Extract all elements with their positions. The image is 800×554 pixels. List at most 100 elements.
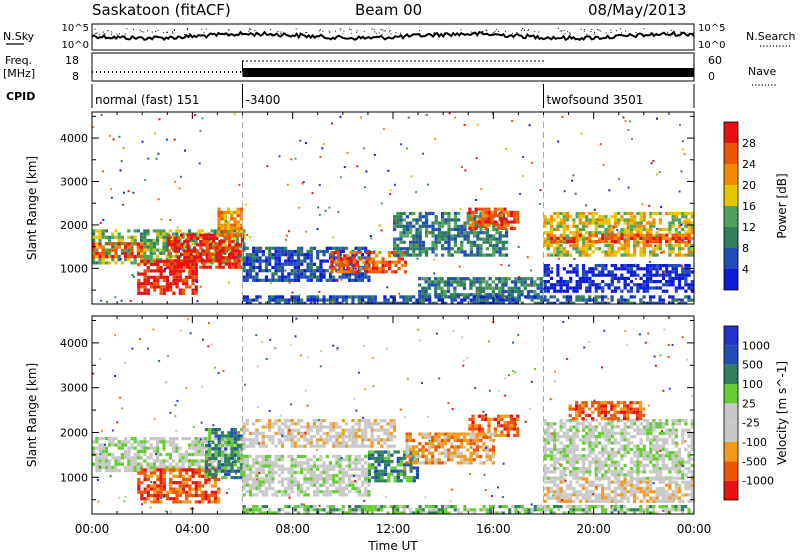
heatmap-cell [127,235,131,239]
heatmap-cell [367,456,372,460]
heatmap-cell [453,289,457,294]
heatmap-cell [183,252,187,256]
heatmap-cell [373,419,377,423]
heatmap-cell [236,235,240,239]
heatmap-cell [186,252,190,256]
heatmap-cell [482,240,486,244]
nsearch-point [95,33,97,34]
heatmap-cell [101,456,105,460]
heatmap-cell [303,454,307,459]
heatmap-cell [553,211,557,216]
heatmap-cell [399,253,403,257]
heatmap-cell [156,490,160,494]
nsearch-point [126,28,128,30]
heatmap-cell [293,461,297,465]
nsearch-point [94,28,96,30]
heatmap-cell [240,428,244,432]
heatmap-cell [274,256,278,260]
heatmap-cell [220,437,225,441]
heatmap-cell [98,251,102,256]
heatmap-cell [367,453,372,457]
heatmap-cell [565,280,570,284]
heatmap-cell [444,231,448,235]
heatmap-cell [641,203,644,206]
heatmap-cell [418,227,422,232]
heatmap-cell [130,238,134,243]
nsearch-point [302,33,304,35]
heatmap-cell [434,301,438,304]
heatmap-cell [227,453,231,457]
heatmap-cell [668,247,672,251]
heatmap-cell [245,428,249,432]
heatmap-cell [393,250,397,254]
heatmap-cell [351,438,355,442]
heatmap-cell [495,301,499,304]
heatmap-cell [114,459,118,463]
heatmap-cell [540,301,544,304]
heatmap-cell [124,443,128,447]
heatmap-cell [176,226,179,229]
heatmap-cell [437,237,441,241]
heatmap-cell [677,247,682,251]
heatmap-cell [130,251,134,256]
heatmap-cell [217,434,221,438]
heatmap-cell [620,215,624,219]
heatmap-cell [172,440,176,444]
heatmap-cell [159,474,163,478]
nsearch-point [351,32,353,34]
heatmap-cell [671,267,675,271]
heatmap-cell [242,474,246,478]
heatmap-cell [375,254,379,258]
heatmap-cell [613,250,618,254]
heatmap-cell [487,217,491,221]
heatmap-cell [359,270,362,273]
heatmap-cell [484,226,488,230]
heatmap-cell [328,246,333,250]
heatmap-cell [293,269,297,273]
heatmap-cell [346,263,350,267]
nsearch-point [583,29,585,30]
heatmap-cell [227,210,231,214]
heatmap-cell [95,453,99,457]
heatmap-cell [296,272,301,276]
heatmap-cell [360,278,365,282]
heatmap-cell [687,211,691,216]
heatmap-cell [188,465,192,469]
heatmap-cell [466,211,470,216]
heatmap-cell [491,280,495,284]
heatmap-cell [268,435,272,439]
heatmap-cell [553,240,557,244]
heatmap-cell [101,446,105,450]
heatmap-cell [636,237,640,241]
heatmap-cell [245,467,249,471]
heatmap-cell [196,252,200,256]
heatmap-cell [655,267,659,271]
heatmap-cell [248,467,253,471]
heatmap-cell [494,277,499,281]
heatmap-cell [114,255,118,259]
heatmap-cell [165,242,169,246]
heatmap-cell [476,250,480,254]
heatmap-cell [332,444,336,448]
heatmap-cell [104,251,108,255]
heatmap-cell [687,224,691,228]
heatmap-cell [194,266,198,270]
heatmap-cell [98,258,102,262]
heatmap-cell [501,253,505,257]
heatmap-cell [338,467,342,471]
heatmap-cell [303,467,307,471]
heatmap-cell [168,440,172,444]
heatmap-cell [153,278,157,283]
heatmap-cell [149,462,153,466]
heatmap-cell [409,253,413,257]
heatmap-cell [280,483,285,487]
heatmap-cell [104,449,108,453]
heatmap-cell [441,224,445,228]
heatmap-cell [127,459,131,463]
heatmap-cell [156,456,160,460]
heatmap-cell [437,286,441,290]
heatmap-cell [626,289,630,293]
heatmap-cell [530,289,534,294]
heatmap-cell [485,247,489,251]
heatmap-cell [477,414,481,418]
